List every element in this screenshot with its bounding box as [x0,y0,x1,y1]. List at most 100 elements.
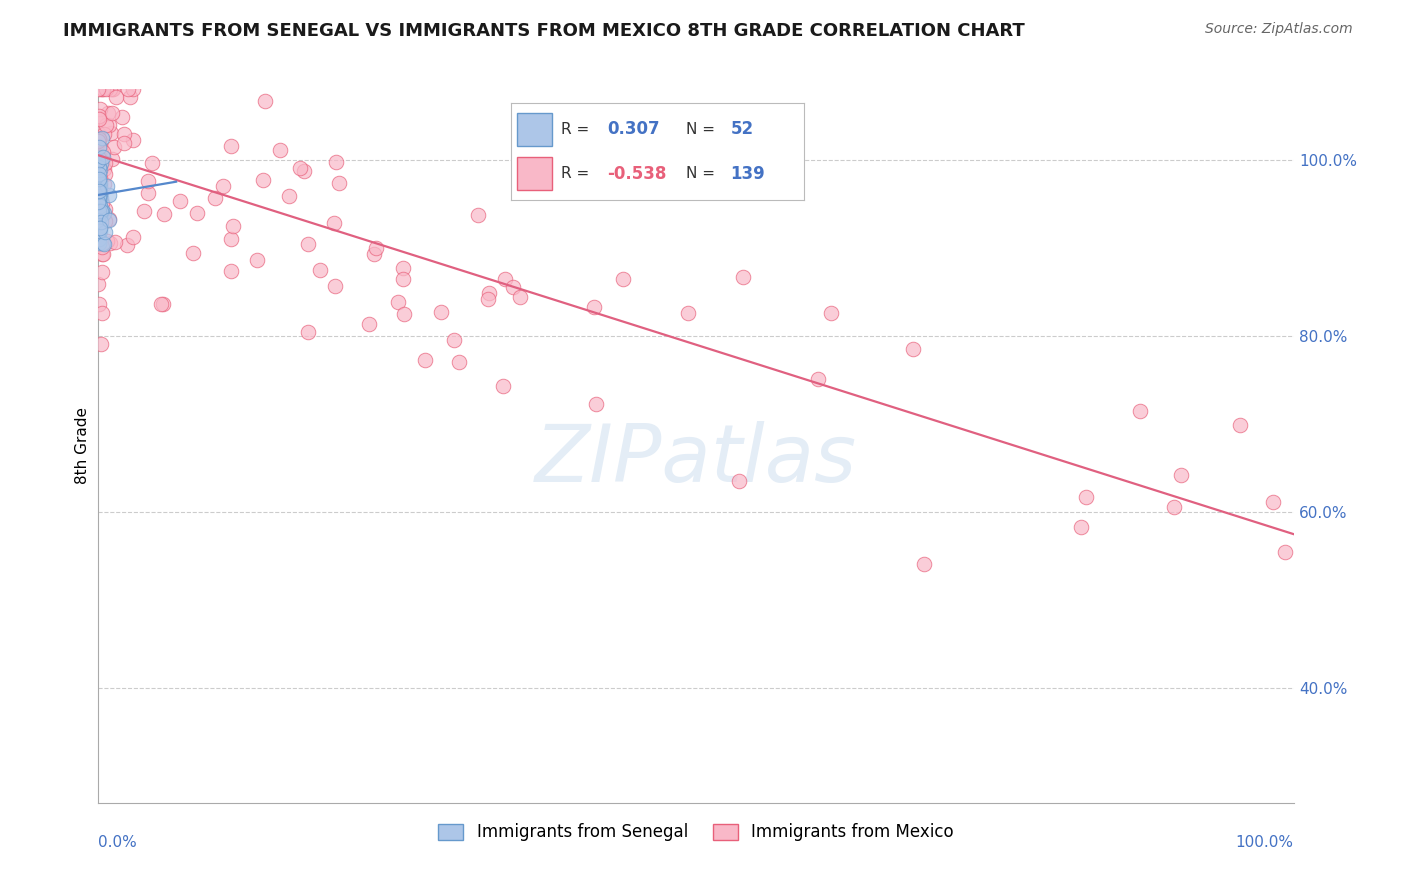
Point [90,131,112,145]
Point [87,213,110,227]
Point [322,216,344,230]
Point [89,210,111,224]
Point [87,237,110,252]
Point [91,150,114,164]
Point [98,235,121,250]
Point [87,213,110,227]
Point [122,133,145,147]
Point [97,105,120,120]
Point [87,163,110,178]
Point [87,111,110,125]
Point [90,336,112,351]
Point [136,174,159,188]
Point [309,262,332,277]
Point [98,82,121,96]
Point [94,202,117,216]
Point [509,290,531,304]
Point [87,187,110,202]
Point [91,82,114,96]
Point [101,152,124,166]
Point [91,235,114,250]
Point [87,192,110,206]
Point [87,206,110,220]
Point [449,355,471,369]
Point [91,247,114,261]
Point [278,189,301,203]
Point [89,205,111,219]
Point [477,292,499,306]
Point [392,261,415,276]
Point [89,82,111,96]
Point [87,224,110,238]
Point [912,557,935,571]
Point [103,140,125,154]
Point [181,246,204,260]
Point [94,225,117,239]
Point [90,155,112,169]
Point [87,200,110,214]
Point [467,209,489,223]
Point [87,296,110,310]
Text: IMMIGRANTS FROM SENEGAL VS IMMIGRANTS FROM MEXICO 8TH GRADE CORRELATION CHART: IMMIGRANTS FROM SENEGAL VS IMMIGRANTS FR… [63,22,1025,40]
Point [87,178,110,193]
Point [89,232,111,246]
Point [97,211,120,226]
Point [820,306,842,320]
Point [478,285,501,300]
Point [430,305,453,319]
Point [89,192,111,206]
Point [94,167,117,181]
Point [87,112,110,127]
Point [87,133,110,147]
Point [122,82,145,96]
Point [87,198,110,212]
Point [91,145,114,160]
Point [366,241,388,255]
Point [87,194,110,209]
Point [101,82,124,96]
Point [89,131,111,145]
Point [807,372,830,386]
Point [328,176,350,190]
Point [87,186,110,200]
Point [120,90,142,104]
Point [100,126,122,140]
Point [492,379,515,393]
Point [89,163,111,178]
Point [1170,468,1192,483]
Point [90,210,112,224]
Point [97,213,120,227]
Point [87,196,110,211]
Point [94,213,117,227]
Point [89,221,111,235]
Point [502,280,524,294]
Point [132,204,155,219]
Point [96,234,118,248]
Point [141,156,163,170]
Point [253,94,276,108]
Point [219,264,242,278]
Point [104,235,127,250]
Point [90,206,112,220]
Point [387,294,409,309]
Point [91,82,114,96]
Point [93,236,115,251]
Point [87,139,110,153]
Point [89,203,111,218]
Point [152,297,174,311]
Point [89,179,111,194]
Point [87,174,110,188]
Point [325,155,347,169]
Point [91,265,114,279]
Point [89,198,111,212]
Y-axis label: 8th Grade: 8th Grade [75,408,90,484]
Point [89,172,111,186]
Point [90,191,112,205]
Point [1074,490,1097,504]
Point [89,186,111,201]
Point [582,300,605,314]
Point [153,207,176,221]
Point [87,235,110,250]
Point [97,118,120,132]
Point [288,161,311,175]
